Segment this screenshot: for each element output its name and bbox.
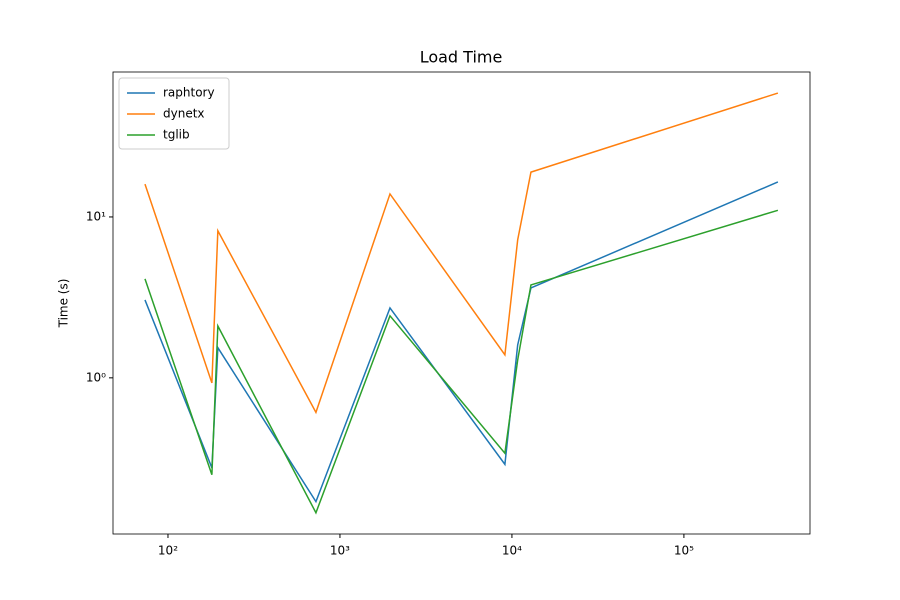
x-tick-label: 10⁴ bbox=[502, 544, 522, 558]
chart-title: Load Time bbox=[420, 48, 503, 67]
plot-frame bbox=[112, 71, 811, 535]
legend-label: tglib bbox=[163, 128, 190, 142]
line bbox=[144, 92, 779, 415]
y-axis-label: Time (s) bbox=[57, 279, 71, 329]
line bbox=[144, 209, 779, 515]
legend-box bbox=[118, 77, 230, 150]
x-tick-label: 10³ bbox=[330, 544, 350, 558]
x-tick-label: 10⁵ bbox=[674, 544, 694, 558]
x-tick-label: 10² bbox=[158, 544, 178, 558]
legend-label: raphtory bbox=[163, 86, 215, 100]
legend-label: dynetx bbox=[163, 107, 205, 121]
y-tick-label: 10¹ bbox=[86, 209, 106, 223]
y-tick-label: 10⁰ bbox=[86, 370, 106, 384]
